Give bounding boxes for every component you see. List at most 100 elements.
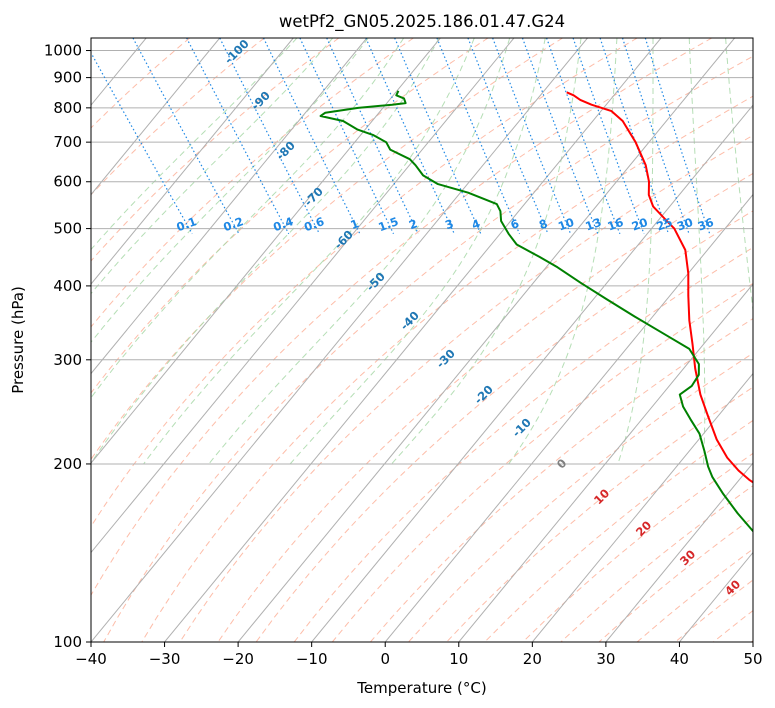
moist-adiabat bbox=[91, 38, 369, 344]
mixing-ratio-line bbox=[492, 38, 572, 235]
dry-adiabat bbox=[91, 38, 638, 528]
isotherm bbox=[605, 462, 753, 642]
mixing-ratio-label: 6 bbox=[509, 216, 521, 232]
dry-adiabat bbox=[751, 640, 753, 642]
mixing-ratio-line bbox=[599, 38, 670, 235]
x-tick-label: −10 bbox=[296, 650, 328, 668]
isotherm-label: -10 bbox=[509, 415, 534, 440]
mixing-ratio-line bbox=[299, 38, 395, 235]
mixing-ratio-line bbox=[394, 38, 482, 235]
moist-adiabat bbox=[91, 38, 298, 251]
mixing-ratio-label: 8 bbox=[537, 216, 549, 232]
isotherm bbox=[237, 38, 735, 642]
x-tick-label: 30 bbox=[596, 650, 615, 668]
sounding-series bbox=[319, 90, 753, 533]
moist-adiabat bbox=[617, 38, 654, 465]
y-tick-label: 600 bbox=[53, 173, 82, 191]
temperature-profile-line bbox=[566, 91, 753, 484]
isotherm-label: 40 bbox=[722, 577, 743, 598]
x-tick-label: 10 bbox=[449, 650, 468, 668]
dry-adiabat bbox=[255, 210, 753, 642]
x-tick-label: 20 bbox=[523, 650, 542, 668]
mixing-ratio-lines bbox=[91, 38, 711, 235]
isotherm bbox=[311, 104, 753, 642]
x-axis-title: Temperature (°C) bbox=[356, 679, 486, 697]
grid-lines bbox=[91, 38, 753, 642]
x-tick-label: 40 bbox=[670, 650, 689, 668]
isotherm bbox=[384, 193, 753, 642]
mixing-ratio-label: 1.5 bbox=[376, 214, 400, 234]
moist-adiabat bbox=[91, 38, 440, 464]
mixing-ratio-label: 0.6 bbox=[302, 214, 326, 234]
moist-adiabat bbox=[91, 38, 405, 399]
isotherm-label: -70 bbox=[301, 184, 326, 209]
isotherm bbox=[164, 38, 662, 642]
isotherm-label: -90 bbox=[248, 88, 273, 113]
dry-adiabat bbox=[91, 38, 713, 597]
x-tick-label: 0 bbox=[380, 650, 390, 668]
mixing-ratio-label: 0.4 bbox=[271, 214, 295, 234]
mixing-ratio-line bbox=[467, 38, 549, 235]
mixing-ratio-label: 36 bbox=[696, 215, 716, 234]
y-tick-label: 500 bbox=[53, 220, 82, 238]
mixing-ratio-line bbox=[262, 38, 361, 235]
isotherm bbox=[531, 372, 753, 642]
y-tick-label: 400 bbox=[53, 277, 82, 295]
y-axis-title: Pressure (hPa) bbox=[9, 286, 27, 394]
y-tick-label: 1000 bbox=[44, 42, 82, 60]
dry-adiabat bbox=[331, 282, 753, 642]
isotherm-label: 30 bbox=[677, 547, 698, 568]
isotherm-label: 0 bbox=[554, 456, 570, 472]
mixing-ratio-label: 30 bbox=[675, 215, 695, 234]
isotherm bbox=[91, 38, 515, 554]
moist-adiabat bbox=[91, 38, 334, 295]
mixing-ratio-line bbox=[572, 38, 645, 235]
mixing-ratio-label: 0.2 bbox=[221, 214, 245, 234]
isotherm bbox=[458, 283, 753, 642]
mixing-ratio-label: 4 bbox=[470, 216, 482, 232]
dry-adiabat bbox=[91, 38, 489, 394]
mixing-ratio-line bbox=[521, 38, 599, 235]
moist-adiabat bbox=[688, 38, 706, 465]
mixing-ratio-line bbox=[546, 38, 621, 235]
isotherm-label: -40 bbox=[397, 308, 422, 333]
mixing-ratio-label: 16 bbox=[606, 215, 626, 234]
dry-adiabat bbox=[91, 38, 414, 328]
isotherm-label: -30 bbox=[433, 346, 458, 371]
mixing-ratio-line bbox=[91, 51, 193, 235]
moist-adiabat bbox=[143, 38, 475, 465]
dry-adiabat bbox=[560, 485, 753, 642]
x-tick-label: −40 bbox=[75, 650, 107, 668]
y-tick-label: 300 bbox=[53, 351, 82, 369]
dry-adiabat bbox=[636, 548, 753, 642]
moist-adiabat bbox=[391, 38, 582, 465]
mixing-ratio-line bbox=[186, 38, 290, 235]
dry-adiabat bbox=[293, 246, 753, 642]
y-tick-label: 100 bbox=[53, 633, 82, 651]
mixing-ratio-label: 20 bbox=[630, 215, 650, 234]
dry-adiabat bbox=[712, 609, 753, 642]
dry-adiabat bbox=[91, 38, 563, 461]
chart-title: wetPf2_GN05.2025.186.01.47.G24 bbox=[279, 12, 565, 32]
y-tick-label: 700 bbox=[53, 133, 82, 151]
mixing-ratio-label: 2 bbox=[407, 216, 419, 232]
moist-adiabat bbox=[725, 38, 753, 315]
mixing-ratio-label: 13 bbox=[583, 215, 603, 234]
dry-adiabat bbox=[91, 38, 191, 129]
dry-adiabat bbox=[370, 318, 753, 642]
moist-adiabat bbox=[508, 38, 618, 465]
mixing-ratio-label: 1 bbox=[348, 216, 360, 232]
x-tick-label: −20 bbox=[222, 650, 254, 668]
adiabat-lines bbox=[91, 38, 753, 642]
dry-adiabat bbox=[522, 452, 753, 642]
isotherm bbox=[91, 38, 588, 642]
isotherm-label: -20 bbox=[471, 382, 496, 407]
isotherm-label: -50 bbox=[363, 269, 388, 294]
isotherm bbox=[752, 641, 753, 642]
y-tick-label: 900 bbox=[53, 69, 82, 87]
mixing-ratio-label: 0.1 bbox=[175, 214, 199, 234]
x-tick-label: −30 bbox=[149, 650, 181, 668]
mixing-ratio-line bbox=[132, 38, 240, 235]
isotherm bbox=[91, 38, 368, 375]
